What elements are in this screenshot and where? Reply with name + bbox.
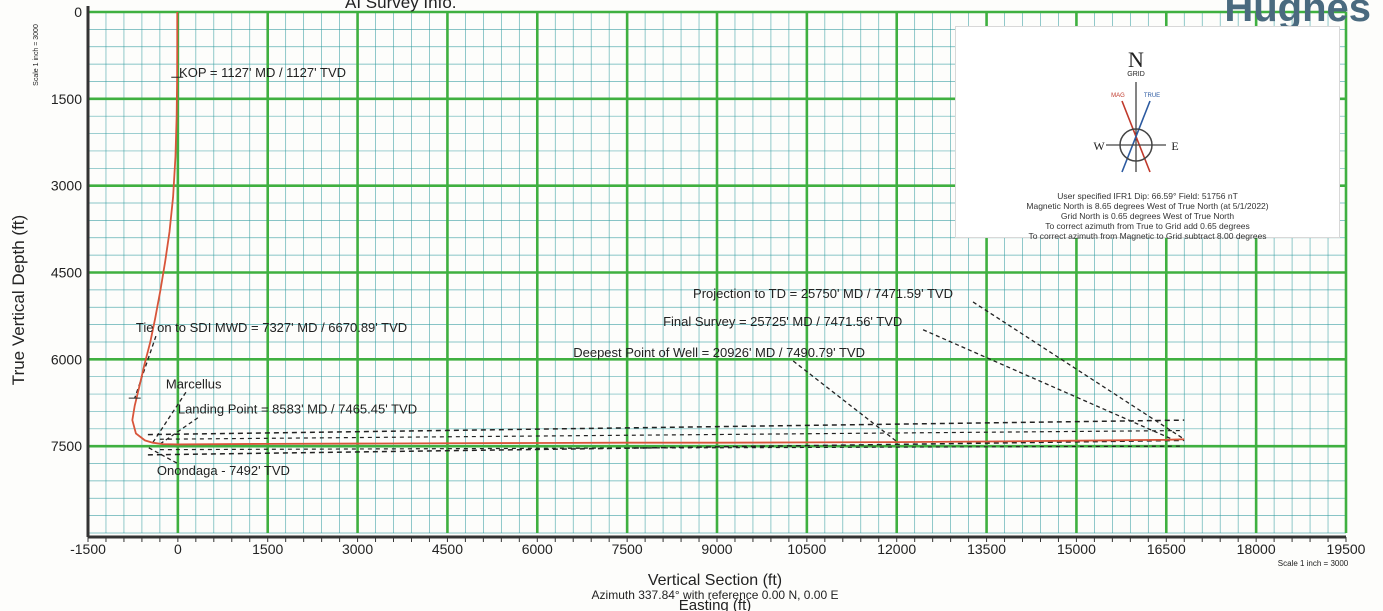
north-compass: N GRID MAG TRUE W E: [1093, 47, 1179, 173]
y-tick-label: 3000: [51, 178, 82, 194]
x-tick-label: 18000: [1237, 541, 1276, 557]
annotation-label: Onondaga - 7492' TVD: [157, 463, 290, 478]
y-tick-label: 6000: [51, 351, 82, 367]
annotation-label: Tie on to SDI MWD = 7327' MD / 6670.89' …: [136, 320, 407, 335]
legend-line: Magnetic North is 8.65 degrees West of T…: [1026, 201, 1269, 211]
true-north-arrow: [1121, 100, 1151, 173]
subtitle-easting: Easting (ft): [679, 597, 752, 611]
annotation-leaders: [134, 301, 1185, 464]
annotation-leader: [922, 329, 1173, 440]
x-tick-label: 12000: [877, 541, 916, 557]
scale-left-label: Scale 1 inch = 3000: [33, 24, 40, 86]
formation-line-onondaga: [147, 439, 1185, 456]
x-tick-label: 3000: [342, 541, 373, 557]
true-label: TRUE: [1144, 93, 1160, 99]
x-tick-label: 0: [174, 541, 182, 557]
y-axis-label: True Vertical Depth (ft): [9, 215, 28, 385]
annotation-leader: [147, 446, 178, 464]
grid-label: GRID: [1127, 71, 1145, 78]
x-tick-label: 7500: [612, 541, 643, 557]
north-label: N: [1128, 47, 1144, 72]
west-label: W: [1093, 139, 1105, 153]
annotation-leader: [134, 335, 157, 399]
x-tick-label: 6000: [522, 541, 553, 557]
y-tick-label: 1500: [51, 91, 82, 107]
annotation-leader: [792, 360, 898, 443]
x-tick-label: 13500: [967, 541, 1006, 557]
header-title-fragment: AI Survey Info.: [345, 0, 457, 12]
annotation-label: Final Survey = 25725' MD / 7471.56' TVD: [663, 314, 902, 329]
y-tick-label: 4500: [51, 265, 82, 281]
x-tick-labels: -1500 0 1500 3000 4500 6000 7500 9000 10500 12000…: [70, 541, 1366, 557]
annotation-label: Marcellus: [166, 376, 222, 391]
annotation-leader: [152, 391, 187, 444]
x-tick-label: 15000: [1057, 541, 1096, 557]
wellbore-trajectory-line: [131, 12, 1185, 446]
y-tick-label: 0: [74, 4, 82, 20]
target-window-upper: [159, 429, 1185, 440]
formation-line-marcellus: [147, 419, 1185, 436]
annotation-label: Landing Point = 8583' MD / 7465.45' TVD: [178, 402, 417, 417]
legend-line: User specified IFR1 Dip: 66.59° Field: 5…: [1057, 191, 1238, 201]
subtitle-azimuth: Azimuth 337.84° with reference 0.00 N, 0…: [592, 588, 839, 602]
legend-line: To correct azimuth from Magnetic to Grid…: [1028, 231, 1267, 241]
east-label: E: [1171, 139, 1178, 153]
scale-right-label: Scale 1 inch = 3000: [1278, 559, 1349, 568]
x-tick-label: 4500: [432, 541, 463, 557]
x-tick-label: 1500: [252, 541, 283, 557]
series-lines: [131, 12, 1185, 446]
x-tick-label: 19500: [1327, 541, 1366, 557]
x-tick-label: 10500: [787, 541, 826, 557]
y-tick-labels: 0 1500 3000 4500 6000 7500: [51, 4, 82, 454]
annotations: KOP = 1127' MD / 1127' TVD Tie on to SDI …: [128, 65, 953, 478]
target-window-lower: [159, 445, 1185, 451]
mag-label: MAG: [1111, 93, 1125, 99]
annotation-label: Deepest Point of Well = 20926' MD / 7490…: [573, 345, 865, 360]
north-reference-box: N GRID MAG TRUE W E User specified IFR1 …: [955, 26, 1340, 241]
formation-lines: [147, 419, 1185, 456]
legend-line: Grid North is 0.65 degrees West of True …: [1060, 211, 1235, 221]
y-tick-label: 7500: [51, 438, 82, 454]
plot-frame: [86, 6, 1347, 542]
x-axis-label: Vertical Section (ft): [648, 572, 782, 589]
annotation-label: KOP = 1127' MD / 1127' TVD: [179, 65, 346, 80]
legend-line: To correct azimuth from True to Grid add…: [1045, 221, 1250, 231]
annotation-leader: [159, 417, 199, 445]
x-tick-label: -1500: [70, 541, 106, 557]
x-tick-label: 16500: [1147, 541, 1186, 557]
brand-logo: Hughes: [1224, 0, 1371, 30]
annotation-label: Projection to TD = 25750' MD / 7471.59' …: [693, 286, 953, 301]
x-tick-label: 9000: [701, 541, 732, 557]
